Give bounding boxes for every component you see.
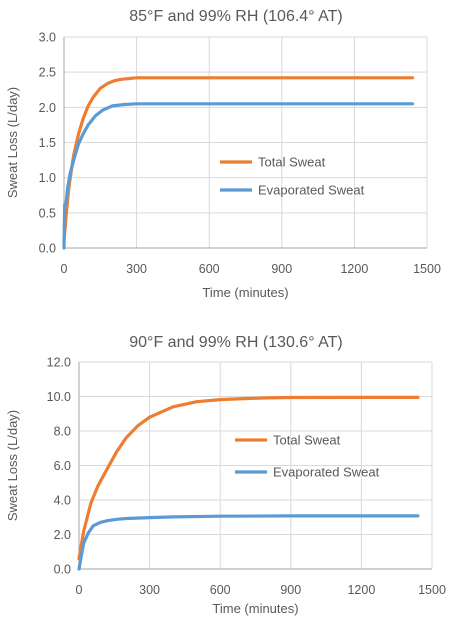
x-tick-label: 1200 (347, 583, 375, 597)
legend-item-total-sweat: Total Sweat (235, 433, 341, 448)
y-tick-label: 6.0 (54, 459, 71, 473)
x-tick-label: 0 (61, 262, 68, 276)
x-tick-label: 1200 (340, 262, 368, 276)
legend-label: Total Sweat (273, 433, 341, 448)
series-line-evaporated-sweat (62, 102, 415, 250)
x-tick-label: 1500 (418, 583, 446, 597)
y-tick-label: 10.0 (47, 390, 71, 404)
y-tick-label: 4.0 (54, 494, 71, 508)
chart-90f: 90°F and 99% RH (130.6° AT) 0 300 600 900 120… (0, 325, 456, 619)
x-axis-label: Time (minutes) (202, 285, 288, 300)
y-axis-label: Sweat Loss (L/day) (5, 87, 20, 198)
y-tick-label: 8.0 (54, 425, 71, 439)
x-tick-label: 900 (271, 262, 292, 276)
series-line-evaporated-sweat (77, 514, 420, 571)
y-tick-label: 2.0 (39, 101, 56, 115)
y-tick-label: 3.0 (39, 31, 56, 45)
y-tick-label: 2.0 (54, 528, 71, 542)
x-tick-label: 600 (210, 583, 231, 597)
y-tick-label: 2.5 (39, 66, 56, 80)
x-axis-label: Time (minutes) (212, 601, 298, 616)
y-tick-label: 1.5 (39, 136, 56, 150)
legend-item-total-sweat: Total Sweat (220, 155, 326, 170)
x-tick-label: 1500 (413, 262, 441, 276)
x-tick-label: 300 (126, 262, 147, 276)
legend-label: Evaporated Sweat (273, 465, 380, 480)
x-tick-label: 900 (280, 583, 301, 597)
legend-label: Total Sweat (258, 155, 326, 170)
x-tick-label: 300 (139, 583, 160, 597)
legend-item-evaporated-sweat: Evaporated Sweat (235, 465, 380, 480)
y-tick-label: 12.0 (47, 356, 71, 370)
y-tick-label: 1.0 (39, 171, 56, 185)
legend-label: Evaporated Sweat (258, 183, 365, 198)
series-line-total-sweat (77, 395, 420, 561)
chart-svg: 85°F and 99% RH (106.4° AT) 0 300 600 900 120… (5, 8, 441, 300)
chart-title: 85°F and 99% RH (106.4° AT) (129, 8, 343, 25)
y-tick-label: 0.5 (39, 206, 56, 220)
y-axis-label: Sweat Loss (L/day) (5, 410, 20, 521)
chart-title: 90°F and 99% RH (130.6° AT) (129, 334, 343, 351)
chart-svg: 90°F and 99% RH (130.6° AT) 0 300 600 900 120… (5, 334, 446, 616)
x-tick-label: 600 (199, 262, 220, 276)
chart-85f: 85°F and 99% RH (106.4° AT) 0 300 600 900 120… (0, 0, 456, 305)
x-tick-label: 0 (76, 583, 83, 597)
y-tick-label: 0.0 (54, 563, 71, 577)
y-tick-label: 0.0 (39, 242, 56, 256)
legend-item-evaporated-sweat: Evaporated Sweat (220, 183, 365, 198)
